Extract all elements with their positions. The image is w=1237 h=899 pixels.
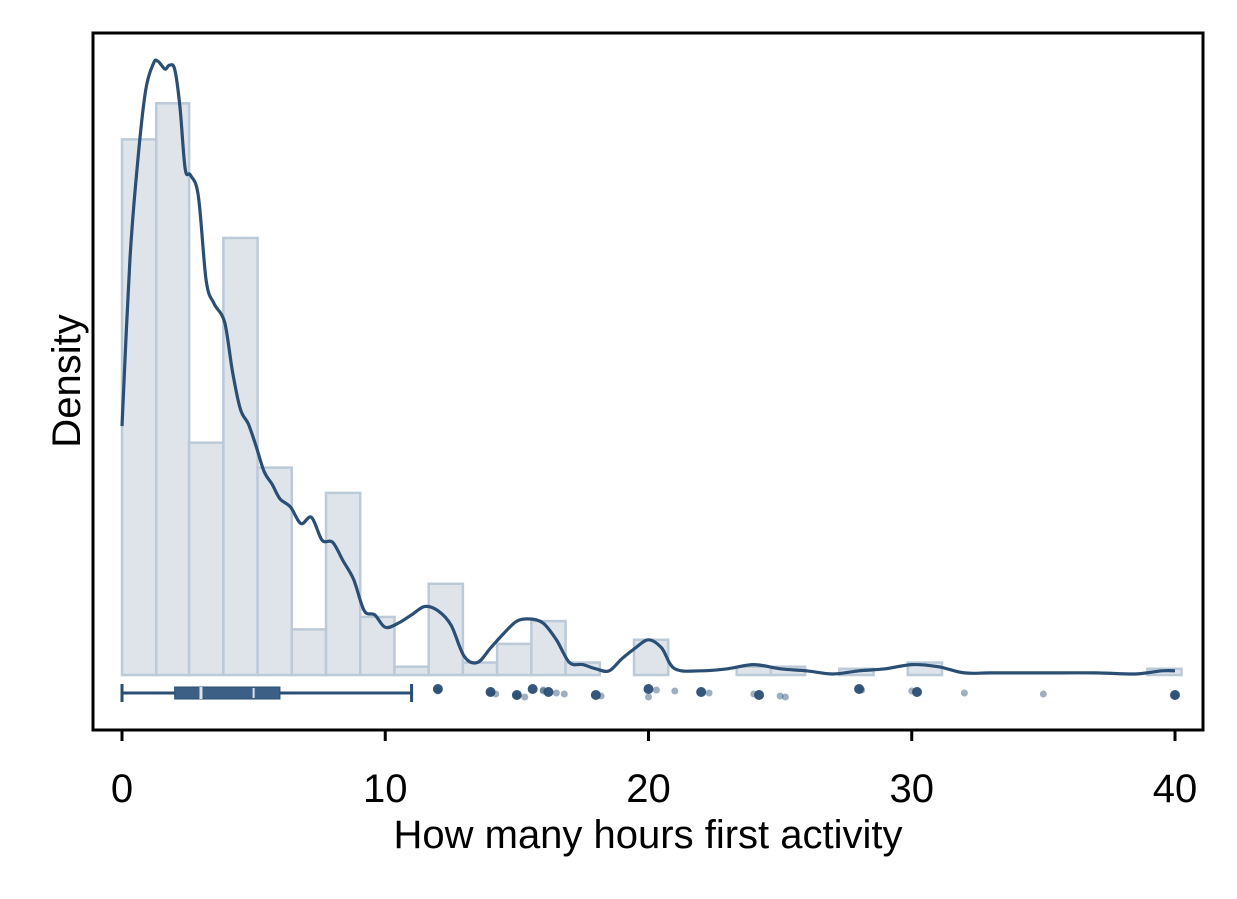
x-tick-label: 0 (111, 767, 133, 811)
x-tick-label: 20 (626, 767, 671, 811)
histogram-bars (120, 102, 1183, 677)
outlier-point (552, 689, 560, 697)
outlier-point (781, 693, 789, 701)
outlier-point (912, 687, 923, 697)
outlier-point (754, 690, 765, 700)
outlier-point (854, 684, 865, 694)
outlier-point (1170, 690, 1180, 700)
x-tick-label: 40 (1153, 767, 1198, 811)
histogram-bar (393, 665, 430, 677)
histogram-bar (495, 642, 533, 677)
histogram-bar (120, 138, 158, 677)
boxplot (120, 684, 414, 702)
outlier-point (652, 686, 660, 694)
outlier-point (960, 689, 968, 697)
x-axis-label: How many hours first activity (393, 813, 902, 857)
y-axis-label: Density (45, 314, 89, 447)
outlier-point (511, 690, 522, 700)
outlier-point (705, 689, 713, 697)
outlier-point (513, 692, 521, 700)
outlier-point (487, 689, 495, 697)
outlier-points (432, 684, 1180, 701)
outlier-point (671, 687, 679, 695)
outlier-point (492, 690, 500, 698)
outlier-point (432, 684, 443, 694)
outlier-point (1171, 692, 1179, 700)
x-tick-label: 30 (890, 767, 935, 811)
outlier-point (521, 693, 529, 701)
outlier-point (858, 686, 866, 694)
outlier-point (485, 687, 496, 697)
histogram-bar (427, 582, 465, 677)
x-tick-label: 10 (363, 767, 408, 811)
outlier-point (776, 692, 784, 700)
histogram-bar (461, 661, 499, 677)
outlier-point (434, 687, 442, 695)
outlier-point (696, 687, 707, 697)
histogram-bar (256, 466, 294, 677)
outlier-point (543, 687, 554, 697)
outlier-point (597, 692, 605, 700)
outlier-point (527, 684, 538, 694)
outlier-point (645, 693, 652, 701)
histogram-bar (154, 102, 191, 677)
outlier-point (560, 690, 568, 698)
outlier-point (1039, 690, 1047, 698)
histogram-bar (187, 441, 225, 677)
histogram-bar (290, 628, 328, 677)
histogram-bar (222, 236, 259, 677)
histogram-bar (735, 665, 773, 677)
boxplot-box (174, 686, 281, 700)
outlier-point (590, 690, 601, 700)
density-curve (120, 58, 1176, 676)
outlier-point (434, 686, 442, 694)
x-axis-ticks: 0 10 20 30 40 (111, 730, 1197, 811)
outlier-point (643, 684, 654, 694)
